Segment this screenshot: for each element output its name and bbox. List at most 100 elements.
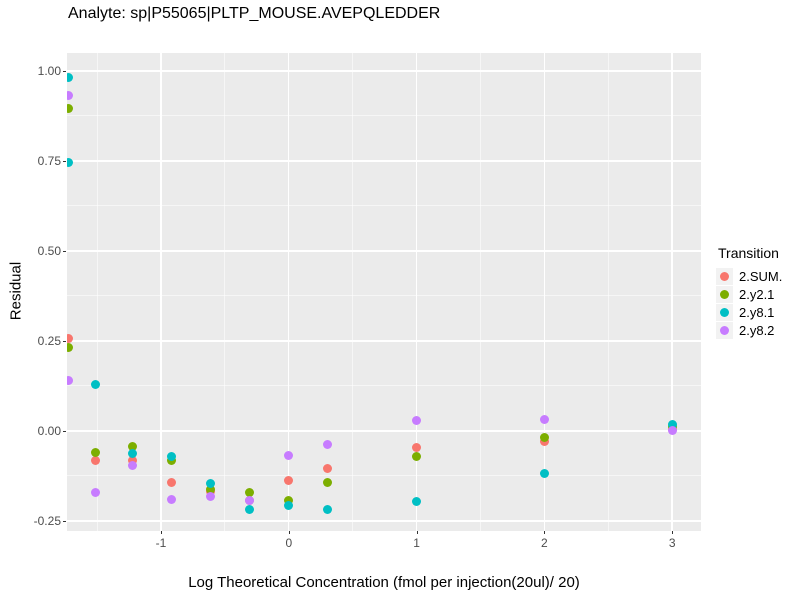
data-point-2.y8.2 xyxy=(322,440,332,450)
data-point-2.y2.1 xyxy=(244,487,254,497)
y-tick-mark xyxy=(63,250,66,252)
y-tick-mark xyxy=(63,430,66,432)
legend-item-2.SUM.: 2.SUM. xyxy=(716,268,782,285)
major-gridline-y xyxy=(67,520,701,522)
data-point-2.SUM. xyxy=(91,455,101,465)
data-point-2.y8.1 xyxy=(667,419,677,429)
data-point-2.y8.2 xyxy=(539,415,549,425)
y-tick-mark xyxy=(63,160,66,162)
major-gridline-x xyxy=(288,53,290,531)
data-point-2.SUM. xyxy=(284,476,294,486)
minor-gridline-x xyxy=(224,53,226,531)
data-point-2.y8.1 xyxy=(128,449,138,459)
data-point-2.y8.1 xyxy=(206,479,216,489)
minor-gridline-y xyxy=(67,475,701,477)
minor-gridline-y xyxy=(67,205,701,207)
minor-gridline-x xyxy=(96,53,98,531)
data-point-2.SUM. xyxy=(322,463,332,473)
minor-gridline-y xyxy=(67,115,701,117)
major-gridline-y xyxy=(67,340,701,342)
data-point-2.y2.1 xyxy=(412,452,422,462)
x-axis-title: Log Theoretical Concentration (fmol per … xyxy=(188,574,580,591)
y-axis-title: Residual xyxy=(7,261,25,321)
legend-items: 2.SUM. 2.y2.1 2.y8.1 2.y8.2 xyxy=(716,268,782,339)
data-point-2.SUM. xyxy=(67,333,74,343)
data-point-2.y8.1 xyxy=(412,497,422,507)
minor-gridline-y xyxy=(67,295,701,297)
major-gridline-y xyxy=(67,70,701,72)
legend-item-2.y8.2: 2.y8.2 xyxy=(716,322,782,339)
data-point-2.y8.2 xyxy=(206,492,216,502)
major-gridline-y xyxy=(67,160,701,162)
x-tick-mark xyxy=(416,531,418,534)
data-point-2.y8.1 xyxy=(284,500,294,510)
y-tick-label: -0.25 xyxy=(33,513,61,528)
data-point-2.SUM. xyxy=(166,478,176,488)
data-point-2.y8.2 xyxy=(412,416,422,426)
data-point-2.y8.1 xyxy=(91,380,101,390)
data-point-2.y2.1 xyxy=(206,485,216,495)
major-gridline-y xyxy=(67,250,701,252)
data-point-2.y8.1 xyxy=(67,157,74,167)
y-tick-label: 0.00 xyxy=(37,423,61,438)
x-tick-label: 0 xyxy=(285,536,293,550)
y-tick-mark xyxy=(63,520,66,522)
y-tick-mark xyxy=(63,70,66,72)
data-point-2.y8.2 xyxy=(67,376,74,386)
data-point-2.y8.2 xyxy=(667,426,677,436)
data-point-2.y2.1 xyxy=(539,432,549,442)
data-point-2.y8.2 xyxy=(67,91,74,101)
chart-title: Analyte: sp|P55065|PLTP_MOUSE.AVEPQLEDDE… xyxy=(68,5,441,22)
x-tick-mark xyxy=(544,531,546,534)
minor-gridline-x xyxy=(352,53,354,531)
legend-dot-icon xyxy=(720,272,729,281)
minor-gridline-y xyxy=(67,385,701,387)
x-tick-label: -1 xyxy=(155,536,167,550)
y-tick-label: 1.00 xyxy=(37,63,61,78)
legend-dot-icon xyxy=(720,308,729,317)
legend-key xyxy=(716,322,733,339)
data-point-2.y8.1 xyxy=(166,451,176,461)
legend-key xyxy=(716,304,733,321)
legend-title: Transition xyxy=(718,245,779,261)
x-tick-mark xyxy=(672,531,674,534)
data-point-2.y8.2 xyxy=(244,496,254,506)
data-point-2.y8.1 xyxy=(322,505,332,515)
data-point-2.y2.1 xyxy=(322,477,332,487)
major-gridline-x xyxy=(415,53,418,531)
data-point-2.y8.1 xyxy=(539,468,549,478)
data-point-2.SUM. xyxy=(412,443,422,453)
major-gridline-x xyxy=(160,53,162,531)
major-gridline-y xyxy=(67,430,701,432)
data-point-2.y2.1 xyxy=(128,441,138,451)
x-tick-mark xyxy=(160,531,162,534)
x-tick-mark xyxy=(288,531,290,534)
x-tick-label: 3 xyxy=(668,536,676,550)
y-tick-label: 0.50 xyxy=(37,243,61,258)
x-tick-label: 2 xyxy=(541,536,548,550)
minor-gridline-x xyxy=(607,53,609,531)
x-tick-label: 1 xyxy=(413,536,420,550)
legend-label: 2.y2.1 xyxy=(739,287,775,302)
legend-label: 2.y8.2 xyxy=(739,323,775,338)
legend-label: 2.SUM. xyxy=(739,269,783,284)
minor-gridline-x xyxy=(479,53,481,531)
y-tick-mark xyxy=(63,340,66,342)
data-point-2.SUM. xyxy=(128,456,138,466)
y-tick-label: 0.25 xyxy=(37,333,61,348)
data-point-2.y8.2 xyxy=(128,461,138,471)
data-point-2.y8.1 xyxy=(244,505,254,515)
data-point-2.y2.1 xyxy=(91,448,101,458)
data-point-2.y8.2 xyxy=(166,494,176,504)
y-tick-label: 0.75 xyxy=(37,153,61,168)
legend-key xyxy=(716,286,733,303)
legend: Transition 2.SUM. 2.y2.1 2.y8.1 2.y8.2 xyxy=(716,245,782,340)
major-gridline-x xyxy=(671,53,673,531)
data-point-2.y8.2 xyxy=(91,488,101,498)
legend-item-2.y8.1: 2.y8.1 xyxy=(716,304,782,321)
legend-key xyxy=(716,268,733,285)
legend-label: 2.y8.1 xyxy=(739,305,775,320)
data-point-2.y2.1 xyxy=(67,343,74,353)
plot-panel xyxy=(67,53,701,531)
